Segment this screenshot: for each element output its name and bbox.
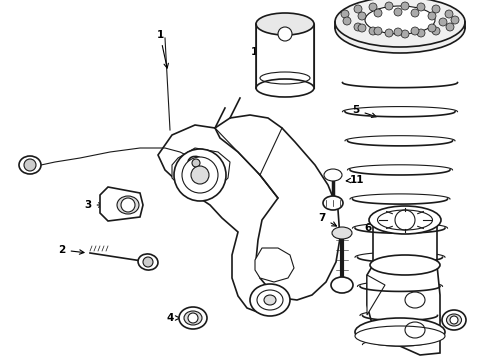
Text: 8: 8 <box>433 315 441 325</box>
Text: 11: 11 <box>346 175 364 185</box>
Circle shape <box>278 27 292 41</box>
Text: 3: 3 <box>84 200 103 210</box>
Circle shape <box>411 27 419 35</box>
Circle shape <box>401 2 409 10</box>
Circle shape <box>192 159 200 167</box>
Polygon shape <box>100 187 143 221</box>
Ellipse shape <box>324 169 342 181</box>
Circle shape <box>401 30 409 38</box>
Polygon shape <box>158 125 296 313</box>
Ellipse shape <box>250 284 290 316</box>
Ellipse shape <box>174 149 226 201</box>
Circle shape <box>394 28 402 36</box>
Ellipse shape <box>184 311 202 325</box>
Polygon shape <box>367 265 440 355</box>
Text: 6: 6 <box>365 223 381 233</box>
Polygon shape <box>373 220 437 265</box>
Ellipse shape <box>442 310 466 330</box>
Ellipse shape <box>370 255 440 275</box>
Text: 2: 2 <box>58 245 84 255</box>
Polygon shape <box>256 24 314 88</box>
Ellipse shape <box>335 0 465 47</box>
Circle shape <box>354 23 362 31</box>
Circle shape <box>24 159 36 171</box>
Ellipse shape <box>365 6 435 34</box>
Polygon shape <box>172 148 230 192</box>
Circle shape <box>358 12 366 20</box>
Circle shape <box>369 3 377 11</box>
Ellipse shape <box>182 157 218 193</box>
Circle shape <box>188 313 198 323</box>
Circle shape <box>417 3 425 11</box>
Circle shape <box>439 18 447 26</box>
Ellipse shape <box>369 206 441 234</box>
Ellipse shape <box>179 307 207 329</box>
Ellipse shape <box>446 314 462 326</box>
Ellipse shape <box>117 196 139 214</box>
Circle shape <box>432 27 440 35</box>
Circle shape <box>385 2 393 10</box>
Ellipse shape <box>257 290 283 310</box>
Circle shape <box>450 316 458 324</box>
Circle shape <box>446 23 454 31</box>
Text: 9: 9 <box>444 25 464 35</box>
Circle shape <box>417 29 425 37</box>
Polygon shape <box>255 248 294 282</box>
Ellipse shape <box>264 295 276 305</box>
Ellipse shape <box>332 227 352 239</box>
Circle shape <box>358 24 366 32</box>
Circle shape <box>428 12 436 20</box>
Ellipse shape <box>377 210 433 230</box>
Ellipse shape <box>355 318 445 346</box>
Ellipse shape <box>256 13 314 35</box>
Ellipse shape <box>19 156 41 174</box>
Circle shape <box>374 27 382 35</box>
Text: 7: 7 <box>318 213 337 226</box>
Circle shape <box>394 8 402 16</box>
Circle shape <box>354 5 362 13</box>
Text: 10: 10 <box>251 47 269 57</box>
Ellipse shape <box>188 156 204 170</box>
Polygon shape <box>367 275 385 315</box>
Ellipse shape <box>335 3 465 53</box>
Circle shape <box>143 257 153 267</box>
Ellipse shape <box>191 166 209 184</box>
Circle shape <box>432 5 440 13</box>
Ellipse shape <box>331 277 353 293</box>
Circle shape <box>385 29 393 37</box>
Circle shape <box>411 9 419 17</box>
Circle shape <box>121 198 135 212</box>
Text: 1: 1 <box>156 30 169 68</box>
Polygon shape <box>215 115 340 300</box>
Text: 4: 4 <box>166 313 180 323</box>
Ellipse shape <box>355 326 445 346</box>
Circle shape <box>445 10 453 18</box>
Circle shape <box>341 10 349 18</box>
Circle shape <box>369 27 377 35</box>
Ellipse shape <box>138 254 158 270</box>
Ellipse shape <box>256 79 314 97</box>
Circle shape <box>428 24 436 32</box>
Circle shape <box>451 16 459 24</box>
Ellipse shape <box>323 196 343 210</box>
Text: 5: 5 <box>352 105 376 117</box>
Circle shape <box>343 17 351 25</box>
Circle shape <box>374 9 382 17</box>
